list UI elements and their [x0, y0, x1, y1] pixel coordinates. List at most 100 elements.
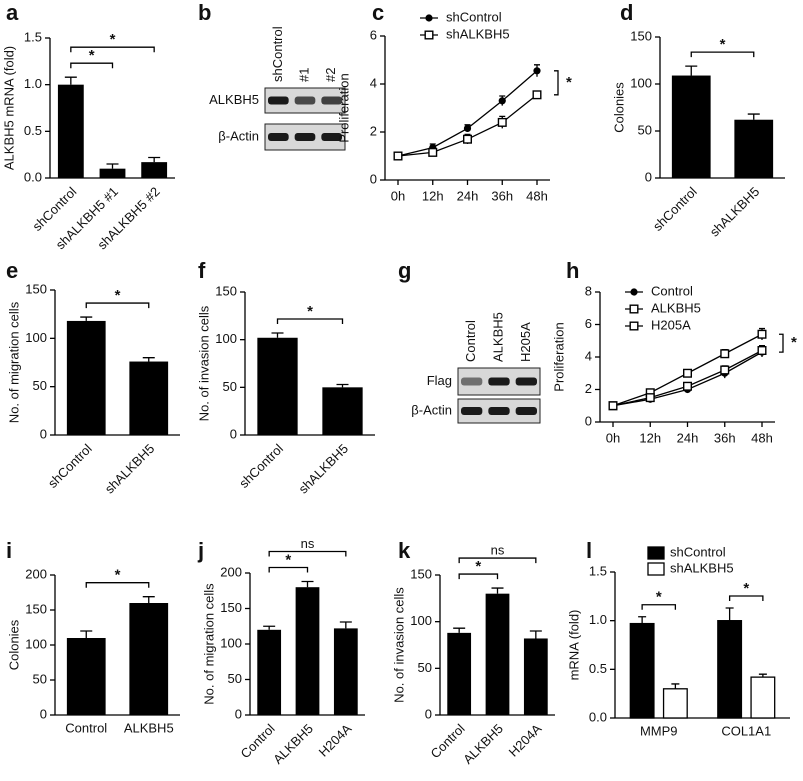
bar	[66, 638, 106, 715]
significance-bracket	[85, 302, 150, 309]
x-tick-label: ALKBH5	[124, 720, 174, 735]
bar	[750, 676, 776, 719]
y-tick-label: 50	[638, 122, 652, 137]
y-tick-label: 50	[228, 671, 242, 686]
y-tick-label: 0	[40, 426, 47, 441]
y-axis-label: Colonies	[611, 82, 626, 133]
y-tick-label: 150	[215, 283, 237, 298]
blot-band	[515, 407, 537, 415]
significance-bracket	[268, 566, 309, 573]
legend-marker	[424, 30, 434, 40]
point	[683, 368, 693, 378]
legend-label: shControl	[670, 544, 726, 559]
y-tick-label: 4	[370, 75, 377, 90]
y-tick-label: 150	[410, 566, 432, 581]
legend-label: Control	[651, 283, 693, 298]
significance-bracket	[779, 333, 784, 353]
y-axis-label: ALKBH5 mRNA (fold)	[1, 46, 16, 170]
y-tick-label: 0.5	[24, 123, 42, 138]
blot-band	[321, 133, 342, 141]
x-tick-label: 36h	[714, 430, 736, 445]
y-axis-label: No. of invasion cells	[391, 587, 406, 703]
error-bar	[64, 76, 77, 85]
y-axis-label: No. of migration cells	[201, 583, 216, 705]
y-tick-label: 100	[630, 75, 652, 90]
y-axis-label: Proliferation	[551, 322, 566, 391]
lane-label: #1	[296, 68, 311, 82]
significance-label: *	[115, 567, 121, 584]
panel-letter: d	[620, 0, 633, 25]
panel-letter: g	[398, 258, 411, 283]
y-axis-label: No. of invasion cells	[196, 305, 211, 421]
x-tick-label: ALKBH5	[270, 721, 316, 767]
significance-label: *	[720, 36, 726, 53]
significance-label: *	[89, 47, 95, 64]
error-bar	[638, 616, 647, 624]
y-tick-label: 2	[370, 123, 377, 138]
y-tick-label: 150	[25, 601, 47, 616]
x-tick-label: shALKBH5	[295, 441, 351, 497]
blot-band	[268, 133, 289, 141]
legend-label: H205A	[651, 317, 691, 332]
bar	[141, 162, 168, 178]
x-tick-label: 48h	[526, 188, 548, 203]
significance-label: *	[475, 558, 481, 575]
point	[757, 346, 767, 356]
row-label: β-Actin	[218, 128, 259, 143]
y-tick-label: 200	[220, 564, 242, 579]
x-tick-label: COL1A1	[721, 723, 771, 738]
significance-bracket	[728, 595, 764, 602]
bar	[295, 587, 320, 715]
panel-letter: e	[6, 258, 18, 283]
row-label: β-Actin	[411, 402, 452, 417]
point	[720, 365, 730, 375]
blot-band	[461, 377, 483, 386]
x-tick-label: shALKBH5	[707, 184, 763, 240]
x-tick-label: Control	[65, 720, 107, 735]
bar	[671, 75, 711, 178]
y-tick-label: 0	[230, 426, 237, 441]
panel-letter: a	[6, 0, 19, 25]
point	[757, 329, 767, 339]
bar	[129, 361, 169, 435]
significance-label: ns	[301, 536, 315, 551]
y-tick-label: 0.0	[24, 169, 42, 184]
significance-bracket	[70, 62, 114, 69]
point	[645, 393, 655, 403]
significance-bracket	[70, 46, 155, 53]
error-bar	[142, 596, 155, 603]
point	[463, 134, 473, 144]
legend-label: shControl	[446, 9, 502, 24]
y-tick-label: 6	[370, 27, 377, 42]
error-bar	[336, 383, 349, 388]
bar	[734, 119, 774, 178]
y-tick-label: 8	[585, 283, 592, 298]
bar	[629, 622, 655, 719]
y-tick-label: 50	[33, 378, 47, 393]
bar	[717, 620, 743, 719]
y-tick-label: 50	[418, 660, 432, 675]
legend-marker	[629, 321, 639, 331]
blot-band	[268, 96, 289, 105]
y-tick-label: 200	[25, 566, 47, 581]
y-tick-label: 1.5	[589, 563, 607, 578]
significance-bracket	[458, 573, 499, 580]
point	[683, 381, 693, 391]
error-bar	[263, 625, 276, 630]
point	[533, 67, 541, 75]
y-tick-label: 2	[585, 381, 592, 396]
bar	[447, 632, 472, 715]
point	[428, 147, 438, 157]
x-tick-label: shControl	[650, 184, 700, 234]
error-bar	[529, 630, 542, 639]
y-tick-label: 100	[25, 330, 47, 345]
blot-band	[321, 96, 342, 105]
y-tick-label: 150	[220, 600, 242, 615]
bar	[322, 387, 363, 435]
significance-label: *	[656, 589, 662, 606]
panel-letter: b	[198, 0, 211, 25]
significance-label: *	[743, 580, 749, 597]
blot-band	[461, 407, 483, 415]
y-tick-label: 0	[235, 706, 242, 721]
point	[498, 97, 506, 105]
